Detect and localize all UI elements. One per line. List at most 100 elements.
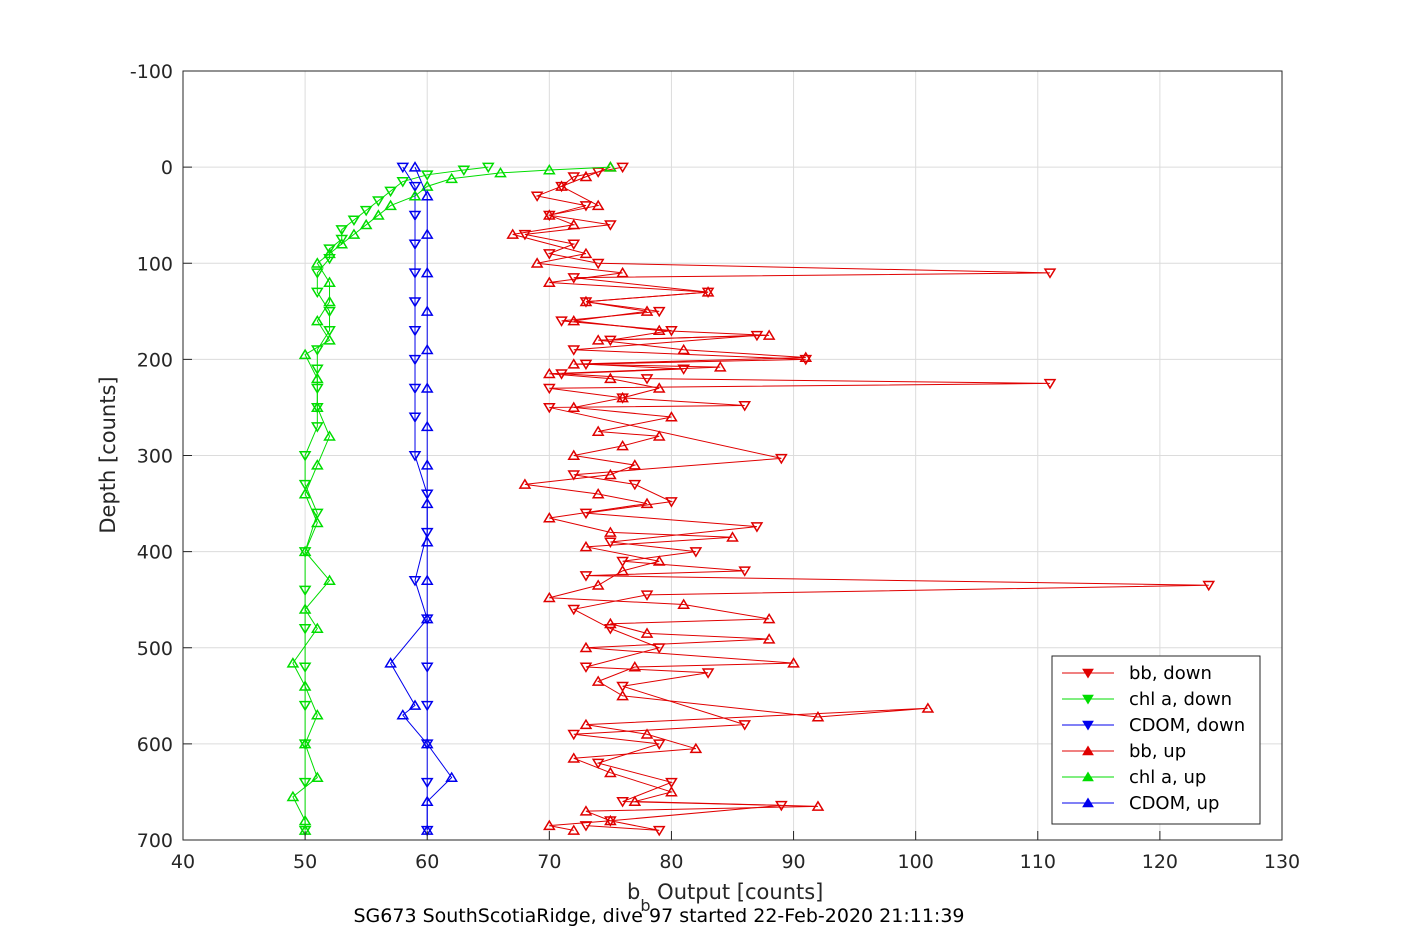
data-point xyxy=(420,382,434,393)
data-point xyxy=(738,720,752,731)
series-line xyxy=(512,166,928,831)
data-point xyxy=(543,249,556,260)
x-tick-label: 120 xyxy=(1142,851,1178,873)
data-point xyxy=(787,657,800,668)
legend-box xyxy=(1051,655,1261,825)
data-point xyxy=(713,361,727,372)
data-point xyxy=(323,244,336,255)
data-point xyxy=(543,402,556,414)
x-axis-label-sub: b xyxy=(640,896,650,915)
data-point xyxy=(665,411,678,422)
series-line xyxy=(389,166,453,831)
x-tick-label: 70 xyxy=(537,851,561,873)
x-tick-label: 110 xyxy=(1020,851,1056,873)
data-point xyxy=(396,162,410,174)
data-point xyxy=(310,508,324,520)
series-line xyxy=(402,166,428,831)
data-point xyxy=(530,191,544,202)
data-point xyxy=(420,612,434,624)
data-point xyxy=(677,598,690,609)
data-point xyxy=(543,819,556,831)
data-point xyxy=(323,295,336,307)
data-point xyxy=(310,709,324,720)
data-point xyxy=(750,522,764,533)
data-point xyxy=(640,305,654,316)
data-point xyxy=(591,425,605,436)
data-point xyxy=(640,590,654,601)
data-point xyxy=(372,209,385,220)
data-point xyxy=(298,737,312,749)
data-point xyxy=(481,162,495,174)
data-point xyxy=(420,574,434,585)
data-point xyxy=(567,729,581,741)
data-point xyxy=(543,164,556,175)
data-point xyxy=(591,199,605,211)
data-point xyxy=(604,766,617,778)
data-point xyxy=(628,459,642,470)
data-point xyxy=(408,239,422,250)
series-line xyxy=(524,166,1209,831)
data-point xyxy=(579,508,593,520)
data-point xyxy=(310,422,324,433)
data-point xyxy=(298,348,312,360)
legend-marker xyxy=(1082,771,1094,782)
data-point xyxy=(298,662,312,673)
data-point xyxy=(555,316,568,327)
data-point xyxy=(591,579,605,590)
data-point xyxy=(567,314,581,326)
data-point xyxy=(567,604,581,616)
data-point xyxy=(408,268,422,279)
data-point xyxy=(518,229,532,241)
data-point xyxy=(335,234,349,246)
data-point xyxy=(543,367,556,379)
data-point xyxy=(323,306,336,318)
data-point xyxy=(579,641,593,653)
data-point xyxy=(457,165,471,176)
data-point xyxy=(616,689,629,701)
data-point xyxy=(604,335,617,347)
data-point xyxy=(640,374,654,385)
y-tick-label: 200 xyxy=(137,349,173,371)
data-point xyxy=(445,172,458,184)
data-point xyxy=(579,821,593,832)
data-point xyxy=(420,459,434,470)
data-point xyxy=(567,358,581,369)
data-point xyxy=(298,585,312,597)
data-point xyxy=(628,661,642,672)
data-point xyxy=(310,516,324,528)
data-point xyxy=(579,718,593,730)
data-point xyxy=(616,391,629,403)
data-point xyxy=(677,343,690,355)
data-point xyxy=(652,430,666,441)
data-point xyxy=(408,383,422,395)
data-point xyxy=(310,372,324,384)
data-point xyxy=(579,201,593,212)
data-point xyxy=(420,170,434,181)
x-tick-label: 100 xyxy=(898,851,934,873)
data-point xyxy=(384,657,397,668)
x-tick-label: 80 xyxy=(659,851,683,873)
data-point xyxy=(775,453,788,465)
data-point xyxy=(408,354,422,366)
data-point xyxy=(543,591,556,603)
data-point xyxy=(298,777,312,789)
x-tick-label: 50 xyxy=(293,851,317,873)
data-point xyxy=(591,258,605,270)
y-tick-label: 100 xyxy=(137,253,173,275)
data-point xyxy=(298,451,312,462)
x-tick-label: 60 xyxy=(415,851,439,873)
data-point xyxy=(408,412,422,423)
data-point xyxy=(604,814,617,826)
data-point xyxy=(298,624,312,635)
legend-label: CDOM, down xyxy=(1129,715,1245,736)
data-point xyxy=(579,247,593,259)
data-point xyxy=(799,351,813,362)
data-point xyxy=(567,273,581,284)
data-point xyxy=(1043,378,1057,390)
data-point xyxy=(652,324,666,336)
data-point xyxy=(396,177,410,188)
data-point xyxy=(298,603,312,614)
data-point xyxy=(726,531,739,542)
data-point xyxy=(384,186,397,198)
legend-marker xyxy=(1082,797,1094,808)
